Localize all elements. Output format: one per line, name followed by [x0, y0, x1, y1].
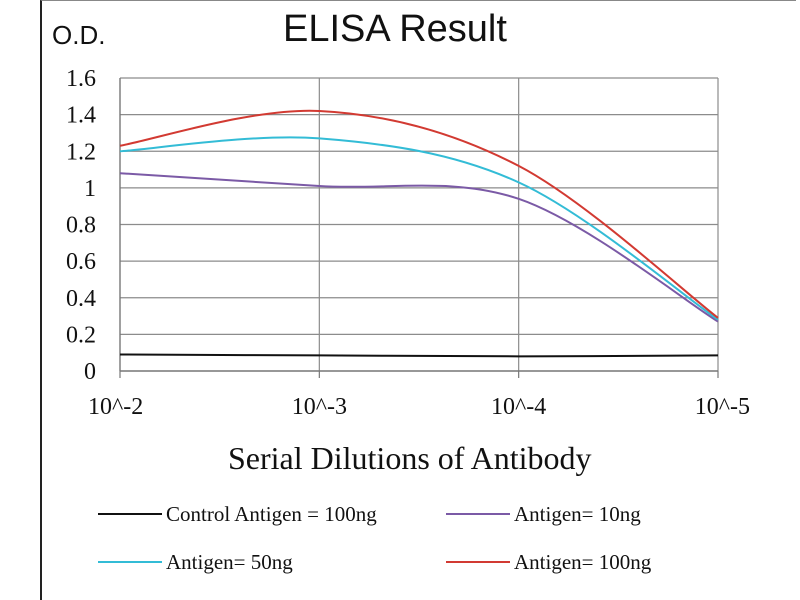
y-tick-label: 0.6 — [66, 249, 96, 275]
y-tick-label: 0 — [84, 359, 96, 385]
y-tick-label: 1.4 — [66, 103, 96, 129]
y-tick-labels: 0 0.2 0.4 0.6 0.8 1 1.2 1.4 1.6 — [66, 66, 96, 385]
legend-label-2: Antigen= 50ng — [166, 550, 293, 574]
y-axis-label: O.D. — [52, 20, 106, 50]
y-tick-label: 1 — [84, 176, 96, 202]
x-tick-label: 10^-3 — [292, 394, 347, 420]
x-axis-label: Serial Dilutions of Antibody — [228, 440, 592, 476]
x-tick-label: 10^-5 — [695, 394, 750, 420]
y-tick-label: 1.2 — [66, 139, 96, 165]
legend: Control Antigen = 100ng Antigen= 10ng Anti… — [98, 502, 652, 574]
chart-frame — [40, 0, 796, 600]
y-tick-label: 1.6 — [66, 66, 96, 92]
axes — [119, 78, 719, 378]
y-tick-label: 0.2 — [66, 322, 96, 348]
series-line-1 — [119, 172, 719, 323]
y-tick-label: 0.4 — [66, 286, 96, 312]
series-line-2 — [119, 136, 719, 321]
legend-label-3: Antigen= 100ng — [514, 550, 652, 574]
x-tick-labels: 10^-2 10^-3 10^-4 10^-5 — [88, 394, 750, 420]
chart-title: ELISA Result — [283, 8, 507, 50]
series-lines — [119, 109, 719, 358]
series-line-3 — [119, 109, 719, 319]
legend-label-1: Antigen= 10ng — [514, 502, 641, 526]
x-tick-label: 10^-2 — [88, 394, 143, 420]
y-tick-label: 0.8 — [66, 213, 96, 239]
series-line-0 — [119, 353, 719, 358]
grid — [120, 77, 719, 371]
x-tick-label: 10^-4 — [491, 394, 546, 420]
legend-label-0: Control Antigen = 100ng — [166, 502, 377, 526]
